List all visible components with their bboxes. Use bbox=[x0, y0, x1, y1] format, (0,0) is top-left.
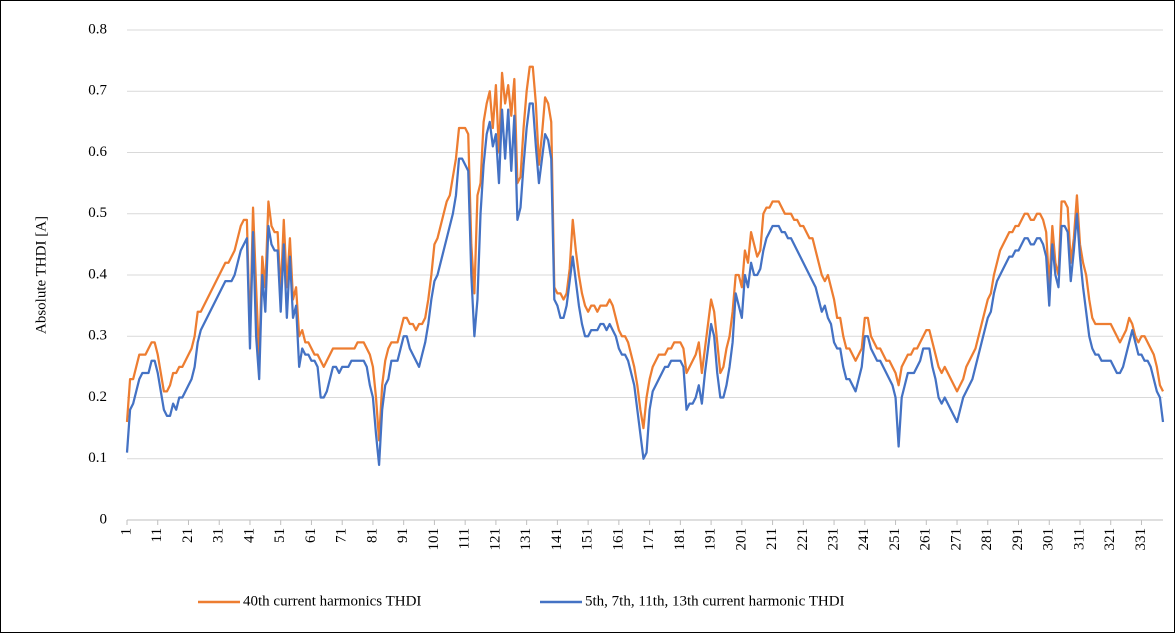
x-tick-label: 231 bbox=[825, 528, 841, 551]
x-tick-label: 251 bbox=[887, 528, 903, 551]
y-tick-label: 0.2 bbox=[88, 389, 107, 405]
x-tick-label: 21 bbox=[180, 528, 196, 543]
x-tick-label: 51 bbox=[272, 528, 288, 543]
x-tick-label: 151 bbox=[580, 528, 596, 551]
y-tick-label: 0.6 bbox=[88, 144, 107, 160]
x-tick-label: 121 bbox=[487, 528, 503, 551]
x-tick-label: 211 bbox=[764, 528, 780, 550]
x-tick-label: 41 bbox=[241, 528, 257, 543]
y-tick-label: 0.3 bbox=[88, 328, 107, 344]
x-tick-label: 141 bbox=[549, 528, 565, 551]
legend-label: 5th, 7th, 11th, 13th current harmonic TH… bbox=[585, 593, 845, 609]
x-tick-label: 331 bbox=[1133, 528, 1149, 551]
x-tick-label: 321 bbox=[1102, 528, 1118, 551]
x-tick-label: 91 bbox=[395, 528, 411, 543]
x-tick-label: 271 bbox=[948, 528, 964, 551]
x-tick-label: 201 bbox=[733, 528, 749, 551]
y-tick-label: 0 bbox=[100, 511, 108, 527]
x-tick-label: 311 bbox=[1071, 528, 1087, 550]
x-tick-label: 171 bbox=[641, 528, 657, 551]
x-tick-label: 31 bbox=[211, 528, 227, 543]
data-line bbox=[125, 102, 1165, 467]
x-tick-label: 1 bbox=[118, 528, 134, 536]
y-tick-label: 0.4 bbox=[88, 266, 107, 282]
y-tick-label: 0.8 bbox=[88, 21, 107, 37]
x-tick-label: 111 bbox=[457, 528, 473, 549]
x-tick-label: 161 bbox=[610, 528, 626, 551]
x-tick-label: 301 bbox=[1041, 528, 1057, 551]
x-tick-label: 181 bbox=[672, 528, 688, 551]
x-tick-label: 101 bbox=[426, 528, 442, 551]
x-tick-label: 261 bbox=[918, 528, 934, 551]
x-tick-label: 191 bbox=[703, 528, 719, 551]
x-tick-label: 291 bbox=[1010, 528, 1026, 551]
x-tick-label: 131 bbox=[518, 528, 534, 551]
y-tick-label: 0.5 bbox=[88, 205, 107, 221]
data-line bbox=[125, 65, 1165, 442]
y-axis-title: Absolute THDI [A] bbox=[33, 216, 49, 334]
y-tick-label: 0.1 bbox=[88, 450, 107, 466]
x-tick-label: 71 bbox=[334, 528, 350, 543]
x-tick-label: 241 bbox=[856, 528, 872, 551]
x-tick-label: 61 bbox=[303, 528, 319, 543]
x-tick-label: 221 bbox=[795, 528, 811, 551]
x-tick-label: 81 bbox=[364, 528, 380, 543]
y-tick-label: 0.7 bbox=[88, 83, 107, 99]
x-tick-label: 11 bbox=[149, 528, 165, 542]
x-tick-label: 281 bbox=[979, 528, 995, 551]
legend-label: 40th current harmonics THDI bbox=[243, 593, 421, 609]
